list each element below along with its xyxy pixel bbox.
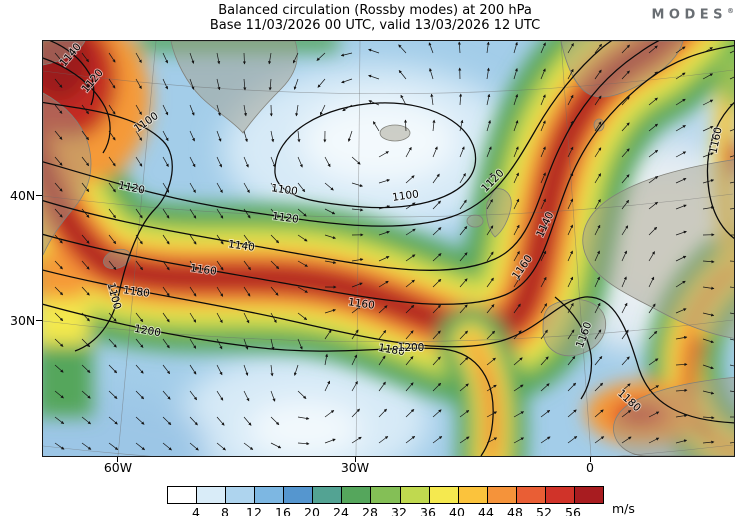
contour-label: 1200 <box>398 342 425 354</box>
colorbar-cell <box>400 487 430 503</box>
contour-label: 1180 <box>122 284 150 300</box>
colorbar-tick-label: 52 <box>536 505 552 516</box>
map-plot: 1100 1100 1100 1100 1120 1120 1120 1120 … <box>42 40 735 457</box>
wind-arrows <box>54 41 734 451</box>
colorbar-tick-label: 36 <box>420 505 436 516</box>
y-axis-label-40n: 40N <box>10 188 36 203</box>
x-axis-label-60w: 60W <box>103 460 133 475</box>
x-axis-label-30w: 30W <box>340 460 370 475</box>
contour-label: 1140 <box>227 238 255 254</box>
colorbar-tick-label: 28 <box>362 505 378 516</box>
y-tick-40n <box>36 195 42 196</box>
x-axis-label-0: 0 <box>586 460 594 475</box>
colorbar-cell <box>458 487 488 503</box>
colorbar-cell <box>255 487 285 503</box>
colorbar-cell <box>226 487 256 503</box>
colorbar-cell <box>284 487 314 503</box>
colorbar-cell <box>342 487 372 503</box>
colorbar-tick-label: 8 <box>221 505 229 516</box>
modes-logo: MODES® <box>651 7 734 23</box>
height-contours <box>43 41 734 456</box>
colorbar-tick-label: 56 <box>565 505 581 516</box>
colorbar-cell <box>516 487 546 503</box>
colorbar-cell <box>197 487 227 503</box>
colorbar-cell <box>313 487 343 503</box>
coastlines <box>43 41 734 456</box>
contour-label: 1160 <box>189 262 217 278</box>
colorbar-cell <box>429 487 459 503</box>
graticule <box>43 41 734 456</box>
y-tick-30n <box>36 320 42 321</box>
contour-label: 1160 <box>347 296 375 312</box>
colorbar: 4 8 12 16 20 24 28 32 36 40 44 48 52 56 <box>167 486 637 516</box>
colorbar-unit: m/s <box>612 501 635 516</box>
colorbar-cell <box>487 487 517 503</box>
colorbar-tick-label: 12 <box>246 505 262 516</box>
contour-label: 1100 <box>270 182 298 198</box>
chart-subtitle: Base 11/03/2026 00 UTC, valid 13/03/2026… <box>209 18 541 33</box>
colorbar-cell <box>371 487 401 503</box>
colorbar-tick-label: 48 <box>507 505 523 516</box>
contour-label: 1120 <box>271 210 299 226</box>
contour-label: 1180 <box>377 342 405 358</box>
y-axis-label-30n: 30N <box>10 313 36 328</box>
colorbar-cells <box>167 486 604 504</box>
colorbar-tick-label: 44 <box>478 505 494 516</box>
x-tick-30w <box>355 456 356 462</box>
chart-title: Balanced circulation (Rossby modes) at 2… <box>218 3 532 18</box>
contour-label: 1200 <box>133 323 161 339</box>
contour-label: 1100 <box>392 188 420 204</box>
colorbar-tick-label: 32 <box>391 505 407 516</box>
colorbar-cell <box>545 487 575 503</box>
colorbar-tick-label: 40 <box>449 505 465 516</box>
colorbar-tick-label: 24 <box>333 505 349 516</box>
title-block: Balanced circulation (Rossby modes) at 2… <box>0 3 750 33</box>
colorbar-tick-label: 4 <box>192 505 200 516</box>
colorbar-cell <box>574 487 603 503</box>
colorbar-cell <box>168 487 198 503</box>
x-tick-60w <box>117 456 118 462</box>
registered-mark: ® <box>727 7 734 15</box>
colorbar-tick-label: 20 <box>304 505 320 516</box>
colorbar-tick-label: 16 <box>275 505 291 516</box>
x-tick-0 <box>590 456 591 462</box>
